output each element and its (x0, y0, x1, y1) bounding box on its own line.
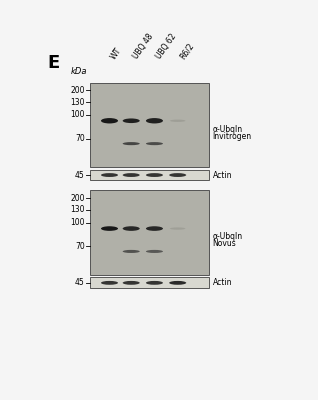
Ellipse shape (146, 118, 163, 124)
Ellipse shape (123, 118, 140, 123)
Text: 100: 100 (70, 110, 85, 119)
Text: 70: 70 (75, 242, 85, 251)
Text: 200: 200 (70, 86, 85, 95)
Text: 70: 70 (75, 134, 85, 143)
Bar (90, 278, 209, 288)
Ellipse shape (101, 281, 118, 285)
Ellipse shape (101, 118, 118, 124)
Text: Actin: Actin (212, 170, 232, 180)
Ellipse shape (123, 250, 140, 253)
Text: 45: 45 (75, 170, 85, 180)
Bar (90, 83, 209, 167)
Bar (90, 190, 209, 275)
Ellipse shape (123, 281, 140, 285)
Ellipse shape (123, 173, 140, 177)
Ellipse shape (169, 281, 186, 285)
Ellipse shape (123, 226, 140, 231)
Ellipse shape (146, 142, 163, 145)
Text: Actin: Actin (212, 278, 232, 287)
Ellipse shape (101, 226, 118, 231)
Ellipse shape (101, 173, 118, 177)
Ellipse shape (146, 173, 163, 177)
Ellipse shape (146, 226, 163, 231)
Text: Novus: Novus (212, 239, 236, 248)
Ellipse shape (146, 250, 163, 253)
Text: 130: 130 (70, 98, 85, 107)
Bar (90, 170, 209, 180)
Ellipse shape (170, 228, 185, 230)
Text: UBQ 62: UBQ 62 (155, 32, 178, 61)
Ellipse shape (169, 173, 186, 177)
Text: α-UbqIn: α-UbqIn (212, 232, 243, 242)
Ellipse shape (123, 142, 140, 145)
Text: 130: 130 (70, 206, 85, 214)
Text: WT: WT (109, 46, 124, 61)
Text: kDa: kDa (71, 67, 87, 76)
Text: E: E (47, 54, 60, 72)
Text: Invitrogen: Invitrogen (212, 132, 252, 140)
Text: 200: 200 (70, 194, 85, 202)
Text: UBQ 48: UBQ 48 (131, 32, 155, 61)
Text: 45: 45 (75, 278, 85, 287)
Ellipse shape (146, 281, 163, 285)
Text: R6/2: R6/2 (178, 41, 195, 61)
Text: 100: 100 (70, 218, 85, 227)
Ellipse shape (170, 120, 185, 122)
Text: α-UbqIn: α-UbqIn (212, 125, 243, 134)
